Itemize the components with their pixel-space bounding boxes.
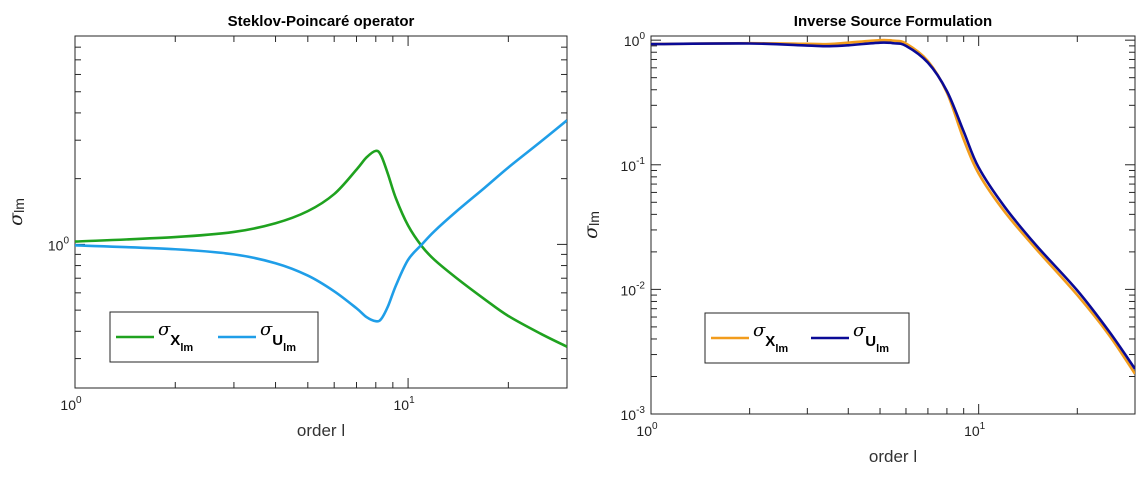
minor-ticks	[650, 36, 1136, 415]
legend-label: σUlm	[260, 319, 296, 354]
legend-label: σXlm	[158, 319, 193, 354]
chart-title: Inverse Source Formulation	[794, 13, 992, 30]
chart-steklov-poincare: Steklov-Poincaré operator 100 101 100 order …	[5, 13, 568, 440]
chart-title: Steklov-Poincaré operator	[228, 13, 415, 30]
x-tick-label: 101	[964, 421, 986, 439]
x-axis-label: order l	[297, 421, 345, 440]
minor-ticks	[74, 35, 568, 388]
series-line-u	[75, 119, 567, 323]
legend-label: σXlm	[753, 320, 788, 355]
y-tick-label: 10-2	[621, 280, 646, 298]
y-axis-label: σlm	[580, 211, 602, 239]
x-axis-label: order l	[869, 447, 917, 466]
y-axis-label: σlm	[5, 198, 27, 226]
y-tick-label: 100	[48, 235, 70, 253]
series-group	[75, 119, 567, 348]
legend-label: σUlm	[853, 320, 889, 355]
series-line-x	[75, 149, 567, 348]
chart-inverse-source: Inverse Source Formulation 100 101 100 10-1 1…	[580, 13, 1136, 466]
y-tick-label: 10-1	[621, 156, 646, 174]
y-tick-label: 100	[624, 31, 646, 49]
x-tick-label: 100	[60, 395, 82, 413]
plot-frame	[650, 35, 1136, 415]
legend: σXlm σUlm	[109, 311, 319, 363]
y-tick-label: 10-3	[621, 405, 646, 423]
x-tick-label: 100	[636, 421, 658, 439]
series-group	[651, 38, 1135, 375]
x-tick-label: 101	[394, 395, 416, 413]
series-line-u	[651, 41, 1135, 370]
plot-frame	[74, 35, 568, 389]
legend: σXlm σUlm	[704, 312, 910, 364]
